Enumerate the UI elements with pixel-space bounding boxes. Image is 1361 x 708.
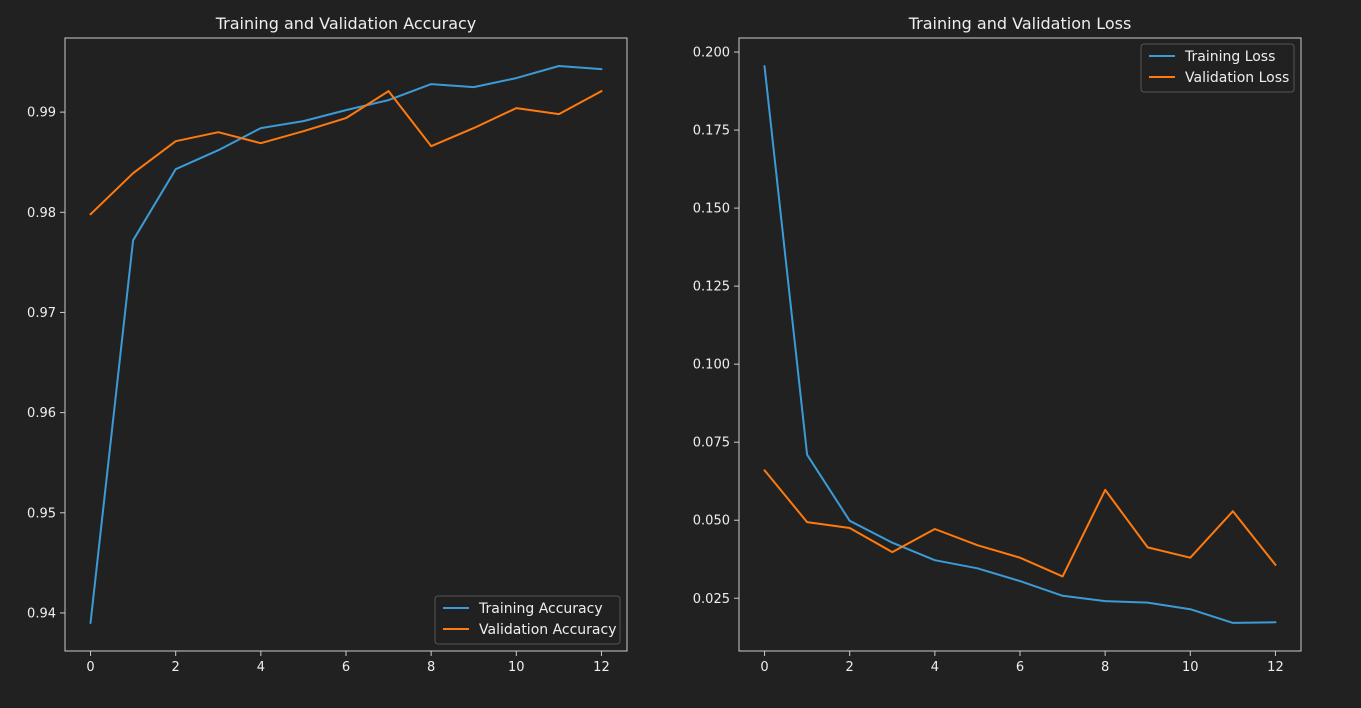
accuracy-legend-label: Training Accuracy [478, 601, 603, 617]
loss-x-tick-label: 0 [760, 660, 768, 675]
loss-y-tick-label: 0.125 [693, 280, 730, 295]
loss-legend: Training Loss Validation Loss [1140, 43, 1295, 93]
accuracy-x-tick-label: 4 [257, 660, 265, 675]
loss-x-tick-label: 10 [1182, 660, 1199, 675]
loss-y-tick-label: 0.075 [693, 436, 730, 451]
accuracy-y-tick-label: 0.99 [27, 106, 56, 121]
loss-x-tick-label: 12 [1267, 660, 1284, 675]
loss-x-tick-label: 8 [1101, 660, 1109, 675]
loss-chart: Training and Validation Loss 0 2 4 6 8 10 12 0.0… [693, 14, 1302, 675]
accuracy-y-tick-label: 0.96 [27, 406, 56, 421]
accuracy-x-tick-label: 0 [86, 660, 94, 675]
loss-series-line-validation [763, 469, 1277, 578]
accuracy-y-tick-label: 0.95 [27, 506, 56, 521]
accuracy-y-tick-label: 0.97 [27, 306, 56, 321]
accuracy-x-tick-label: 2 [172, 660, 180, 675]
accuracy-x-tick-label: 10 [508, 660, 525, 675]
loss-legend-box [1140, 43, 1295, 93]
loss-y-tick-label: 0.200 [693, 46, 730, 61]
loss-y-tick-label: 0.150 [693, 202, 730, 217]
accuracy-legend-box [434, 595, 621, 645]
accuracy-legend-label: Validation Accuracy [479, 622, 617, 638]
loss-x-tick-label: 6 [1016, 660, 1024, 675]
loss-y-tick-label: 0.175 [693, 124, 730, 139]
loss-y-tick-label: 0.100 [693, 358, 730, 373]
accuracy-x-tick-label: 6 [342, 660, 350, 675]
accuracy-y-tick-label: 0.98 [27, 206, 56, 221]
loss-x-tick-label: 2 [846, 660, 854, 675]
accuracy-chart: Training and Validation Accuracy 0 2 4 6 8 10 1… [27, 14, 628, 675]
loss-chart-title: Training and Validation Loss [908, 14, 1132, 33]
accuracy-x-tick-label: 12 [593, 660, 610, 675]
accuracy-y-tick-label: 0.94 [27, 606, 56, 621]
loss-series-line-training [763, 65, 1277, 624]
loss-x-tick-label: 4 [931, 660, 939, 675]
accuracy-chart-title: Training and Validation Accuracy [215, 14, 477, 33]
accuracy-series-line-training [89, 65, 603, 624]
accuracy-legend: Training Accuracy Validation Accuracy [434, 595, 621, 645]
loss-legend-label: Validation Loss [1185, 70, 1289, 86]
accuracy-x-tick-label: 8 [427, 660, 435, 675]
loss-legend-label: Training Loss [1184, 49, 1275, 65]
loss-y-tick-label: 0.050 [693, 514, 730, 529]
accuracy-series-line-validation [89, 90, 603, 216]
loss-y-tick-label: 0.025 [693, 592, 730, 607]
